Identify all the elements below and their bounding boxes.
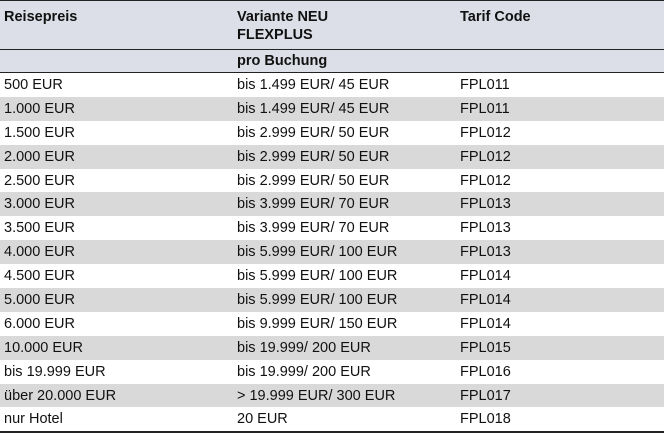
cell-tarif-code: FPL013 — [456, 240, 664, 265]
cell-variante: bis 5.999 EUR/ 100 EUR — [233, 240, 456, 265]
cell-reisepreis: 2.500 EUR — [0, 168, 233, 193]
cell-tarif-code: FPL011 — [456, 96, 664, 121]
header-variante-line2: FLEXPLUS — [233, 25, 456, 50]
header-empty-cell — [0, 25, 233, 50]
cell-tarif-code: FPL018 — [456, 407, 664, 433]
table-row: über 20.000 EUR > 19.999 EUR/ 300 EUR FPL0… — [0, 383, 664, 408]
header-empty-cell — [456, 25, 664, 50]
table-row: nur Hotel 20 EUR FPL018 — [0, 407, 664, 433]
table-row: 500 EUR bis 1.499 EUR/ 45 EUR FPL011 — [0, 72, 664, 97]
cell-variante: > 19.999 EUR/ 300 EUR — [233, 383, 456, 408]
table-row: 2.000 EUR bis 2.999 EUR/ 50 EUR FPL012 — [0, 144, 664, 169]
cell-variante: bis 19.999/ 200 EUR — [233, 335, 456, 360]
header-variante-line1: Variante NEU — [233, 0, 456, 25]
cell-reisepreis: 6.000 EUR — [0, 311, 233, 336]
cell-reisepreis: über 20.000 EUR — [0, 383, 233, 408]
cell-tarif-code: FPL012 — [456, 168, 664, 193]
cell-tarif-code: FPL014 — [456, 264, 664, 289]
cell-tarif-code: FPL015 — [456, 335, 664, 360]
cell-variante: bis 2.999 EUR/ 50 EUR — [233, 168, 456, 193]
cell-variante: 20 EUR — [233, 407, 456, 433]
cell-variante: bis 3.999 EUR/ 70 EUR — [233, 192, 456, 217]
header-empty-cell — [456, 49, 664, 73]
cell-variante: bis 1.499 EUR/ 45 EUR — [233, 96, 456, 121]
cell-tarif-code: FPL013 — [456, 192, 664, 217]
cell-reisepreis: 3.000 EUR — [0, 192, 233, 217]
cell-reisepreis: 4.500 EUR — [0, 264, 233, 289]
cell-tarif-code: FPL012 — [456, 144, 664, 169]
table-row: 4.000 EUR bis 5.999 EUR/ 100 EUR FPL013 — [0, 240, 664, 265]
table-row: 1.500 EUR bis 2.999 EUR/ 50 EUR FPL012 — [0, 120, 664, 145]
table-row: 1.000 EUR bis 1.499 EUR/ 45 EUR FPL011 — [0, 96, 664, 121]
table-row: 2.500 EUR bis 2.999 EUR/ 50 EUR FPL012 — [0, 168, 664, 193]
cell-reisepreis: 2.000 EUR — [0, 144, 233, 169]
cell-reisepreis: 4.000 EUR — [0, 240, 233, 265]
cell-tarif-code: FPL016 — [456, 359, 664, 384]
cell-reisepreis: 500 EUR — [0, 72, 233, 97]
cell-reisepreis: 10.000 EUR — [0, 335, 233, 360]
header-empty-cell — [0, 49, 233, 73]
cell-tarif-code: FPL014 — [456, 311, 664, 336]
header-row: Reisepreis Variante NEU Tarif Code — [0, 0, 664, 25]
table-row: 10.000 EUR bis 19.999/ 200 EUR FPL015 — [0, 335, 664, 360]
table-row: 3.000 EUR bis 3.999 EUR/ 70 EUR FPL013 — [0, 192, 664, 217]
table-body: 500 EUR bis 1.499 EUR/ 45 EUR FPL011 1.000 … — [0, 72, 664, 433]
table-row: 5.000 EUR bis 5.999 EUR/ 100 EUR FPL014 — [0, 288, 664, 312]
cell-variante: bis 3.999 EUR/ 70 EUR — [233, 216, 456, 241]
cell-variante: bis 1.499 EUR/ 45 EUR — [233, 72, 456, 97]
table-row: bis 19.999 EUR bis 19.999/ 200 EUR FPL016 — [0, 359, 664, 384]
cell-tarif-code: FPL014 — [456, 288, 664, 312]
cell-reisepreis: 5.000 EUR — [0, 288, 233, 312]
cell-reisepreis: 1.000 EUR — [0, 96, 233, 121]
header-reisepreis: Reisepreis — [0, 0, 233, 25]
table-header: Reisepreis Variante NEU Tarif Code FLEXP… — [0, 0, 664, 73]
table-row: 6.000 EUR bis 9.999 EUR/ 150 EUR FPL014 — [0, 311, 664, 336]
header-variante-line3: pro Buchung — [233, 49, 456, 73]
header-row: pro Buchung — [0, 49, 664, 73]
header-tarif-code: Tarif Code — [456, 0, 664, 25]
table-row: 4.500 EUR bis 5.999 EUR/ 100 EUR FPL014 — [0, 264, 664, 289]
cell-reisepreis: 1.500 EUR — [0, 120, 233, 145]
cell-variante: bis 9.999 EUR/ 150 EUR — [233, 311, 456, 336]
cell-variante: bis 5.999 EUR/ 100 EUR — [233, 288, 456, 312]
cell-tarif-code: FPL012 — [456, 120, 664, 145]
table-row: 3.500 EUR bis 3.999 EUR/ 70 EUR FPL013 — [0, 216, 664, 241]
cell-tarif-code: FPL017 — [456, 383, 664, 408]
cell-tarif-code: FPL013 — [456, 216, 664, 241]
cell-variante: bis 2.999 EUR/ 50 EUR — [233, 120, 456, 145]
cell-reisepreis: bis 19.999 EUR — [0, 359, 233, 384]
cell-reisepreis: nur Hotel — [0, 407, 233, 433]
cell-variante: bis 5.999 EUR/ 100 EUR — [233, 264, 456, 289]
header-row: FLEXPLUS — [0, 25, 664, 50]
cell-tarif-code: FPL011 — [456, 72, 664, 97]
cell-variante: bis 19.999/ 200 EUR — [233, 359, 456, 384]
cell-reisepreis: 3.500 EUR — [0, 216, 233, 241]
cell-variante: bis 2.999 EUR/ 50 EUR — [233, 144, 456, 169]
